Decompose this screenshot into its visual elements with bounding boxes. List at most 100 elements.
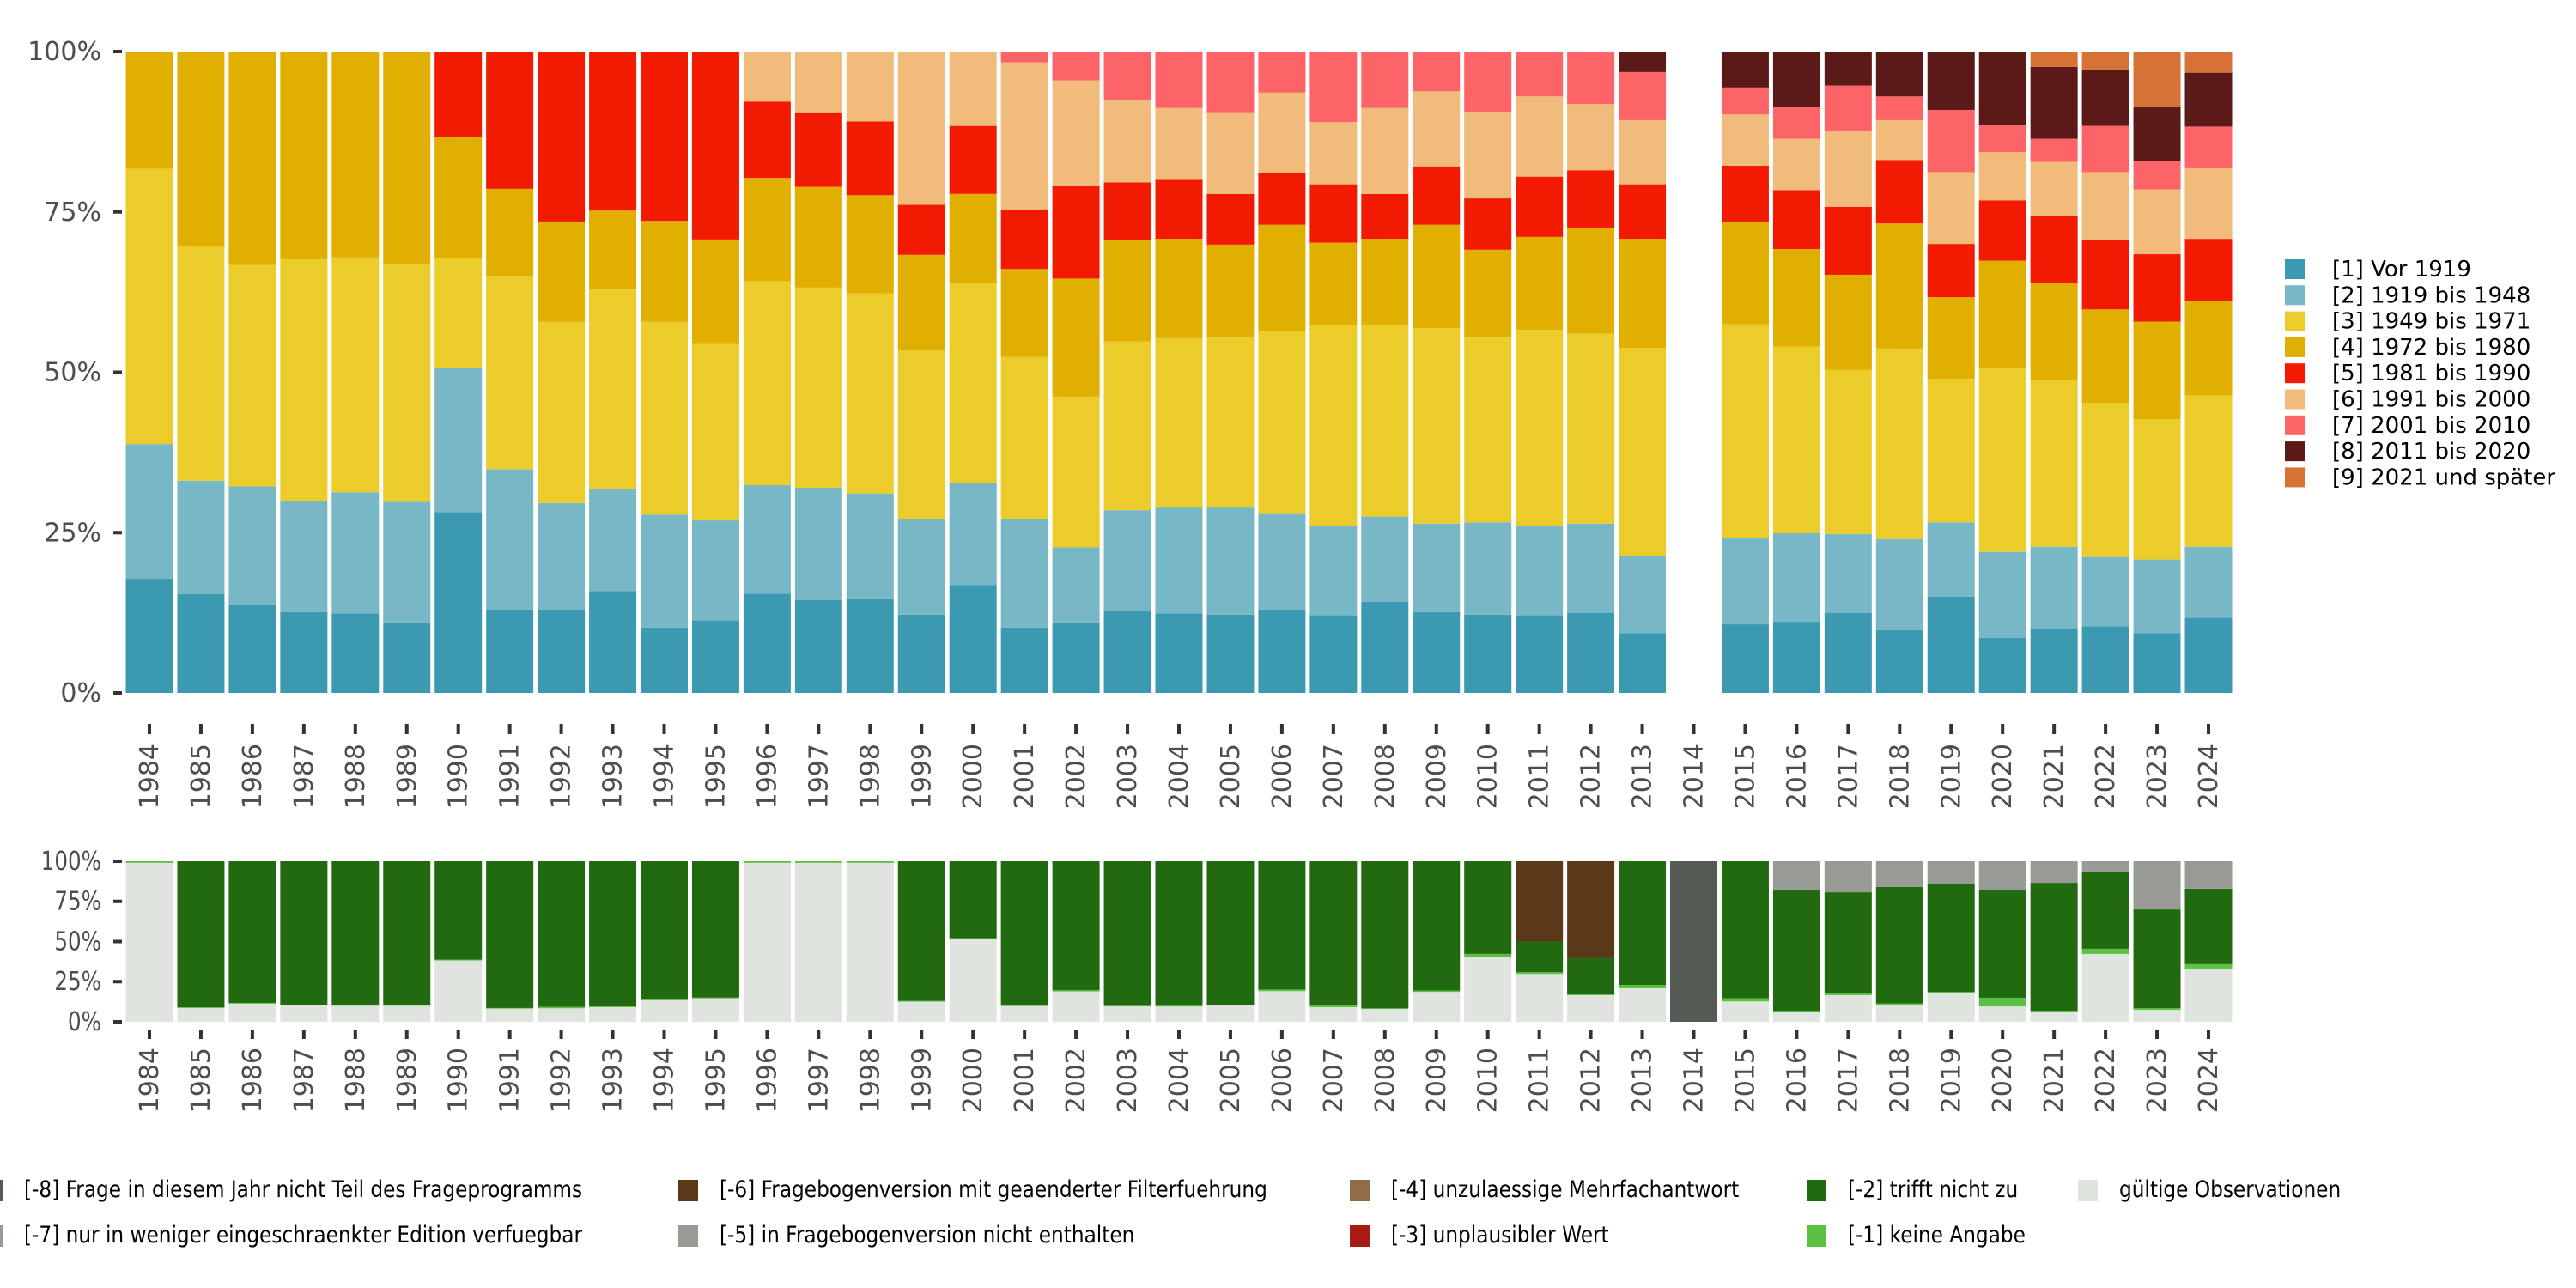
top-bar-segment-2021-2 [2030,380,2078,547]
bottom-bar-segment-1993-0 [589,1006,637,1022]
bottom-bar-segment-1996-1 [743,861,791,863]
top-bar-segment-1999-4 [897,204,945,255]
top-bar-segment-2008-3 [1361,239,1409,325]
legend-top-swatch [2285,311,2305,331]
bottom-bar-segment-1984-1 [125,861,173,863]
bottom-bar-segment-1995-1 [691,997,739,999]
bottom-bar-segment-1991-0 [486,1008,534,1022]
top-bar-segment-1995-0 [691,620,739,693]
top-bar-segment-2008-6 [1361,52,1409,108]
top-bar-segment-1988-1 [331,492,380,614]
top-bar-segment-2000-5 [949,52,997,126]
top-bar-segment-2011-3 [1516,236,1564,331]
top-bar-segment-1996-1 [743,484,791,594]
legend-top-swatch [2285,441,2305,462]
top-bar-segment-2022-2 [2081,403,2129,557]
bottom-x-tick-label: 2016 [1782,1048,1812,1113]
bottom-bar-segment-1996-0 [743,862,791,1022]
top-bar-segment-1994-4 [641,52,688,222]
top-bar-segment-2008-5 [1361,107,1409,194]
bottom-x-tick-label: 1988 [341,1048,371,1113]
bottom-x-tick-label: 2014 [1680,1048,1710,1113]
top-bar-segment-1997-5 [794,52,842,113]
bottom-x-tick-label: 1984 [135,1048,165,1113]
legend-top-label: [6] 1991 bis 2000 [2332,387,2530,413]
top-bar-segment-2003-0 [1103,611,1151,693]
bottom-bar-segment-2012-1 [1567,994,1615,995]
top-bar-segment-2002-4 [1052,185,1100,279]
legend-bottom-label: gültige Observationen [2119,1176,2341,1202]
legend-bottom-swatch [1350,1180,1370,1201]
bottom-bar-segment-2001-0 [1000,1005,1048,1022]
bottom-bar-segment-1990-0 [434,960,483,1022]
top-bar-segment-2000-3 [949,193,997,283]
bottom-bar-segment-2024-2 [2184,888,2233,964]
top-bar-segment-2005-6 [1206,52,1255,113]
bottom-bar-segment-2004-2 [1155,861,1203,1006]
top-bar-segment-1991-2 [486,276,534,470]
top-bar-segment-2024-2 [2184,395,2233,547]
bottom-bar-segment-1997-0 [794,862,842,1022]
legend-bottom-swatch [2078,1180,2098,1201]
bottom-bar-segment-2019-1 [1927,992,1975,993]
top-x-tick-label: 1996 [752,744,782,809]
bottom-bar-segment-2005-2 [1206,861,1255,1005]
top-bar-segment-2022-8 [2081,52,2129,70]
top-bar-segment-1996-0 [743,593,791,693]
top-bar-segment-2010-5 [1464,112,1512,199]
bottom-x-tick-label: 2015 [1730,1048,1760,1113]
bottom-bar-segment-1989-2 [383,861,431,1005]
top-bar-segment-2009-4 [1413,166,1461,225]
top-bar-segment-2020-1 [1978,551,2026,638]
bottom-bar-segment-2022-1 [2081,948,2129,954]
top-bar-segment-2021-3 [2030,283,2078,381]
top-bar-segment-2010-0 [1464,614,1512,693]
bottom-bar-segment-2002-1 [1052,989,1100,992]
top-bar-segment-1990-4 [434,52,483,137]
top-bar-segment-2023-0 [2133,633,2181,693]
top-bar-segment-2011-1 [1516,526,1564,616]
bottom-x-tick-label: 2011 [1525,1048,1555,1113]
bottom-bar-segment-2012-6 [1567,861,1615,958]
top-bar-segment-2008-4 [1361,193,1409,240]
top-bar-segment-2017-5 [1824,131,1872,207]
top-bar-segment-2018-6 [1875,96,1923,120]
top-x-tick-label: 2000 [958,744,988,809]
legend-top-label: [2] 1919 bis 1948 [2332,283,2530,308]
top-x-tick-label: 1987 [289,744,319,809]
top-bar-segment-2005-3 [1206,244,1255,338]
top-bar-segment-2012-1 [1567,523,1615,613]
bottom-x-tick-label: 2022 [2091,1048,2121,1113]
top-bar-segment-2021-4 [2030,216,2078,283]
bottom-y-tick-label: 25% [54,968,101,997]
top-bar-segment-1996-5 [743,52,791,102]
bottom-bar-segment-1992-0 [538,1008,586,1022]
top-x-tick-label: 2012 [1577,744,1607,809]
top-x-tick-label: 1998 [855,744,885,809]
top-bar-segment-2003-1 [1103,510,1151,611]
bottom-bar-segment-2018-1 [1875,1003,1923,1005]
top-bar-segment-2016-3 [1772,249,1820,347]
top-x-tick-label: 2024 [2194,744,2224,809]
top-bar-segment-2013-7 [1619,52,1667,72]
top-bar-segment-2010-3 [1464,249,1512,338]
bottom-x-tick-label: 1992 [547,1048,577,1113]
top-bar-segment-2017-4 [1824,206,1872,275]
bottom-bar-segment-1999-2 [897,861,945,1001]
top-bar-segment-2006-3 [1258,224,1306,331]
legend-top-label: [3] 1949 bis 1971 [2332,309,2530,335]
bottom-bar-segment-2017-1 [1824,993,1872,995]
legend-top-label: [4] 1972 bis 1980 [2332,335,2530,361]
top-bar-segment-2018-3 [1875,223,1923,349]
bottom-bar-segment-2015-2 [1721,861,1769,999]
bottom-bar-segment-1998-0 [846,862,894,1022]
top-x-tick-label: 2004 [1164,744,1194,809]
top-y-tick-label: 25% [44,518,101,548]
bottom-bar-segment-2016-1 [1772,1011,1820,1012]
top-bar-segment-2006-4 [1258,173,1306,225]
bottom-bar-segment-1986-2 [228,861,276,1003]
top-bar-segment-2023-3 [2133,321,2181,420]
top-bar-segment-2000-4 [949,125,997,194]
bottom-bar-segment-2020-2 [1978,890,2026,998]
legend-bottom-swatch [678,1225,698,1247]
